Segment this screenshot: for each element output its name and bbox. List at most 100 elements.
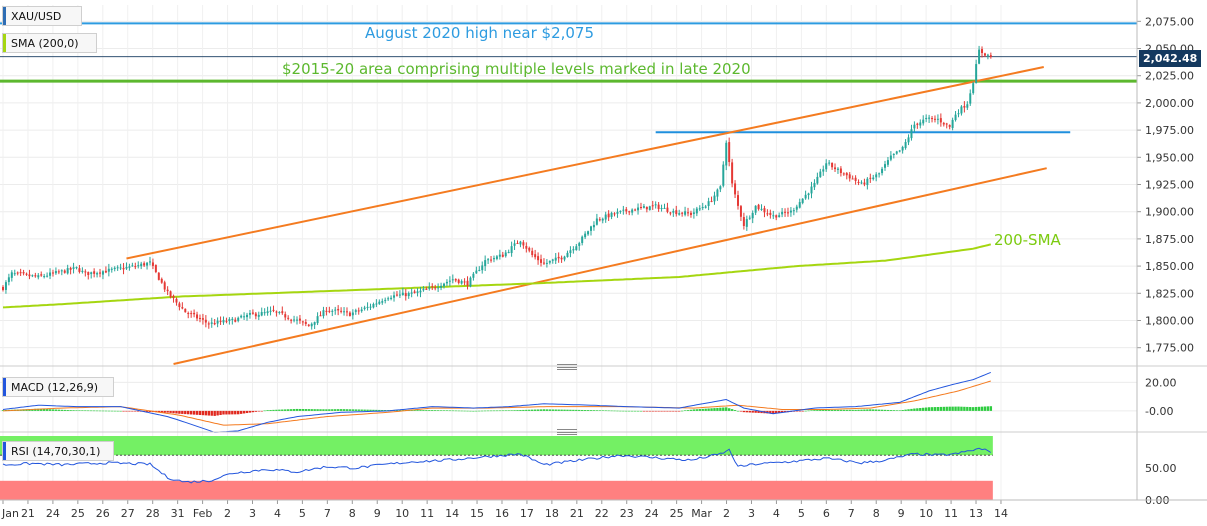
candle-body	[260, 312, 263, 316]
sma-200-annotation: 200-SMA	[994, 231, 1061, 249]
candle-body	[440, 285, 443, 288]
macd-histogram-bar	[575, 409, 578, 411]
macd-histogram-bar	[269, 409, 272, 411]
candle-body	[707, 201, 710, 206]
candles	[2, 45, 992, 330]
candle-body	[931, 118, 934, 120]
macd-histogram-bar	[825, 409, 828, 411]
candle-body	[254, 313, 257, 317]
macd-histogram-bar	[319, 409, 322, 411]
area-annotation: $2015-20 area comprising multiple levels…	[282, 60, 751, 78]
candle-body	[669, 212, 672, 214]
sma-label[interactable]: SMA (200,0)	[2, 33, 97, 53]
macd-histogram-bar	[813, 410, 816, 411]
candle-body	[375, 303, 378, 305]
price-tick-label: 1,875.00	[1145, 233, 1194, 246]
macd-histogram-bar	[113, 410, 116, 412]
candle-body	[340, 310, 343, 312]
macd-histogram-bar	[989, 406, 993, 411]
macd-histogram-bar	[175, 410, 178, 414]
time-tick-label: 27	[121, 507, 135, 520]
candle-body	[328, 310, 331, 312]
macd-histogram-bar	[601, 410, 604, 411]
macd-histogram-bar	[678, 410, 681, 412]
macd-histogram-bar	[863, 409, 866, 411]
candle-body	[122, 267, 125, 270]
macd-histogram-bar	[566, 409, 569, 411]
panel-frames	[0, 0, 1207, 501]
candle-body	[745, 219, 748, 227]
macd-histogram-bar	[701, 408, 704, 411]
candle-body	[384, 299, 387, 301]
candle-body	[578, 243, 581, 246]
macd-histogram-bar	[739, 410, 743, 412]
macd-histogram-bar	[378, 409, 381, 411]
candle-body	[666, 207, 669, 212]
macd-histogram-bar	[98, 410, 102, 412]
candle-body	[884, 164, 886, 168]
macd-histogram-bar	[510, 410, 513, 411]
panel-resize-handle-rsi[interactable]	[557, 429, 577, 435]
macd-histogram-bar	[919, 408, 922, 411]
candle-body	[519, 241, 522, 245]
macd-histogram-bar	[531, 409, 534, 411]
macd-histogram-bar	[245, 410, 249, 414]
time-tick-label: 11	[944, 507, 958, 520]
macd-histogram-bar	[777, 410, 781, 413]
candle-body	[437, 287, 440, 289]
candle-body	[313, 322, 316, 325]
macd-histogram-bar	[116, 410, 119, 412]
candle-body	[801, 198, 804, 203]
macd-histogram-bar	[489, 410, 493, 412]
candle-body	[154, 265, 157, 273]
candle-body	[281, 311, 284, 314]
macd-histogram-bar	[772, 410, 775, 414]
panel-resize-handle-macd[interactable]	[557, 364, 577, 370]
candle-body	[625, 209, 628, 212]
candle-body	[698, 208, 701, 210]
candle-body	[393, 295, 396, 298]
macd-histogram-bar	[181, 410, 184, 414]
macd-histogram-bar	[225, 410, 228, 415]
macd-histogram-bar	[939, 406, 943, 411]
candle-body	[954, 114, 957, 121]
macd-histogram-bar	[607, 410, 610, 412]
macd-histogram-bar	[195, 410, 199, 415]
candle-body	[454, 279, 457, 281]
candle-body	[99, 272, 102, 274]
macd-histogram-bar	[857, 409, 860, 411]
candle-body	[945, 123, 948, 125]
macd-histogram-bar	[419, 410, 422, 411]
candle-body	[434, 287, 437, 289]
macd-text: MACD (12,26,9)	[11, 381, 99, 394]
time-tick-label: 8	[349, 507, 356, 520]
candle-body	[225, 320, 228, 322]
macd-histogram-bar	[189, 410, 193, 415]
candle-body	[684, 211, 687, 215]
candle-body	[428, 287, 431, 289]
macd-label[interactable]: MACD (12,26,9)	[2, 377, 114, 397]
macd-histogram-bar	[622, 410, 625, 412]
candle-body	[654, 204, 657, 206]
candle-body	[222, 320, 225, 323]
rsi-label[interactable]: RSI (14,70,30,1)	[2, 441, 114, 461]
candle-body	[628, 211, 631, 213]
candle-body	[731, 162, 734, 184]
candle-body	[266, 311, 269, 314]
macd-histogram-bar	[836, 409, 840, 411]
candle-body	[2, 286, 4, 291]
candle-body	[775, 215, 778, 218]
candle-body	[457, 279, 460, 283]
macd-histogram-bar	[457, 410, 460, 412]
symbol-label[interactable]: XAU/USD	[2, 6, 82, 26]
candle-body	[619, 210, 622, 212]
candle-body	[337, 308, 340, 311]
macd-histogram-bar	[381, 409, 384, 411]
macd-histogram-bar	[725, 407, 728, 411]
candle-body	[848, 174, 851, 179]
macd-histogram-bar	[57, 409, 61, 411]
macd-histogram-bar	[248, 410, 252, 413]
candle-body	[28, 274, 31, 277]
macd-histogram-bar	[363, 409, 366, 411]
macd-histogram-bar	[642, 410, 646, 412]
